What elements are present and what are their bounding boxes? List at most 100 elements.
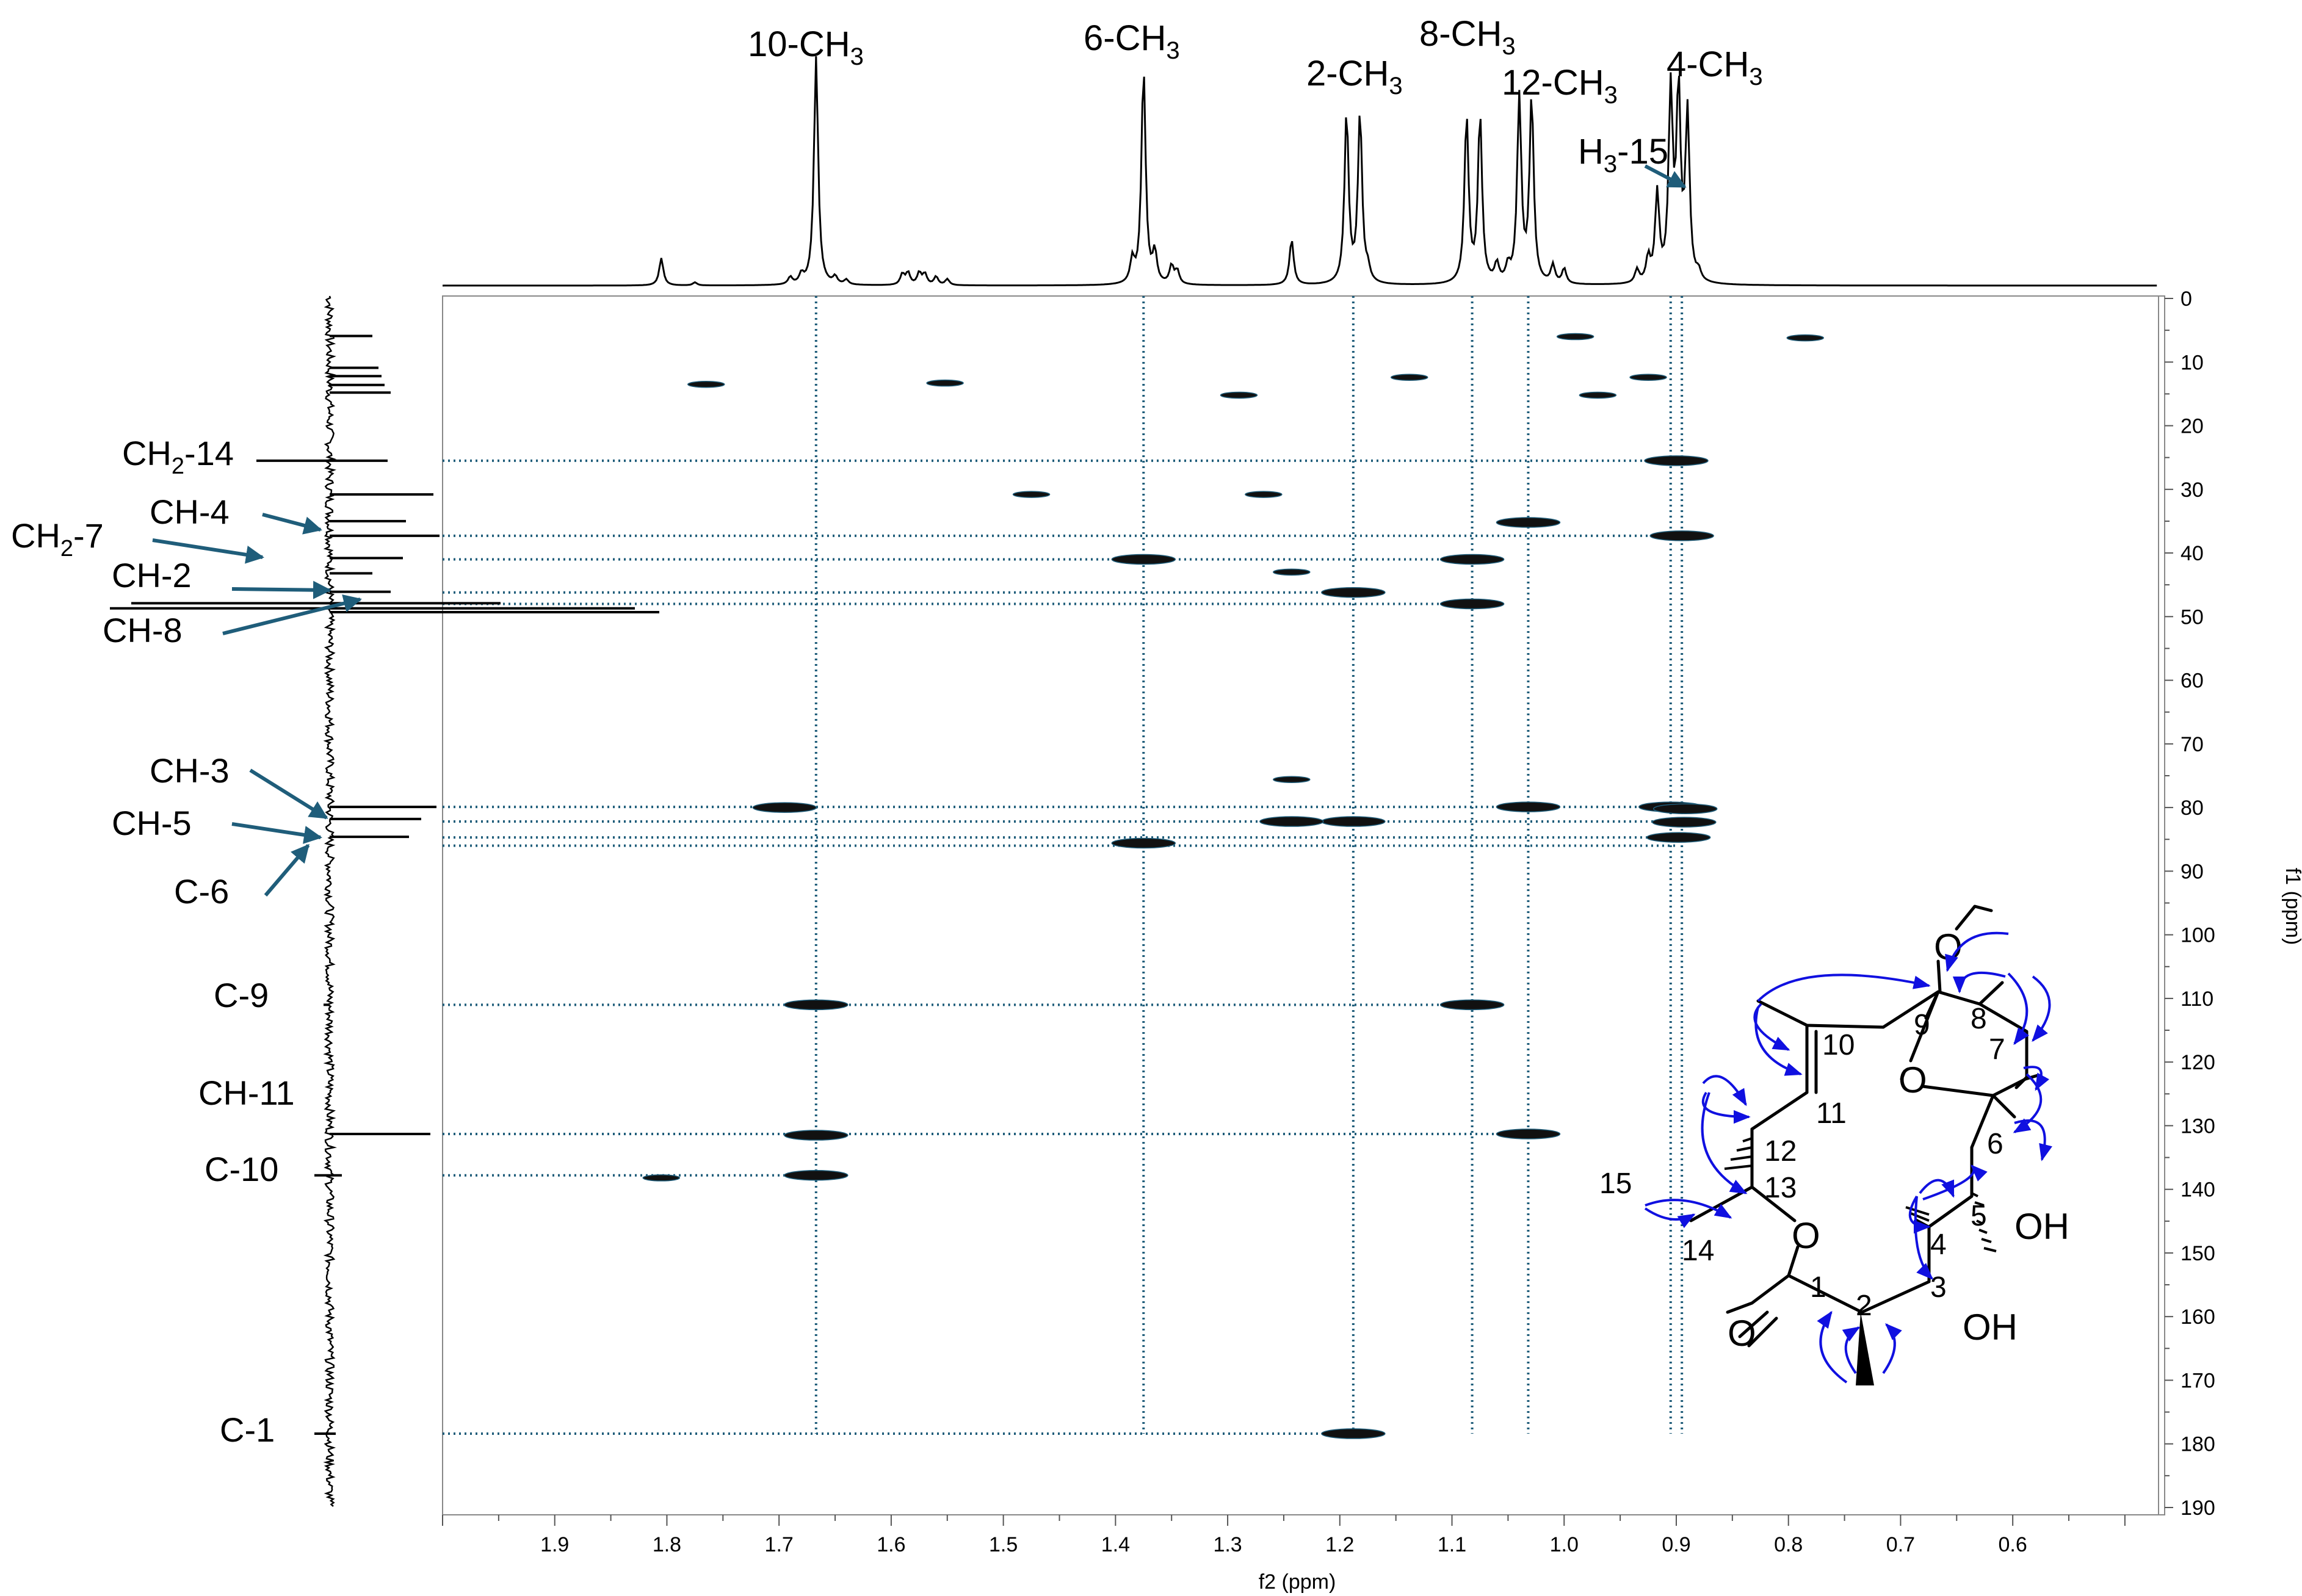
y-tick-label: 60	[2181, 670, 2204, 693]
cross-peak	[784, 1130, 849, 1141]
atom-number-5: 5	[1971, 1200, 1987, 1232]
atom-number-8: 8	[1971, 1003, 1987, 1035]
x-tick-label: 1.8	[653, 1533, 681, 1556]
cross-peak	[784, 999, 849, 1011]
carbon-projection-peaks	[110, 334, 659, 1435]
cross-peak	[687, 381, 725, 388]
y-tick-label: 150	[2181, 1242, 2215, 1265]
cross-peak	[1556, 333, 1594, 341]
cross-peak	[1321, 816, 1386, 827]
label-12-ch3: 12-CH3	[1502, 63, 1618, 109]
cross-peak	[1496, 517, 1561, 528]
y-tick-label: 130	[2181, 1114, 2215, 1138]
atom-number-9: 9	[1914, 1009, 1930, 1041]
label-ch-5: CH-5	[112, 804, 192, 842]
cross-peak	[1652, 803, 1718, 814]
cross-peak	[642, 1174, 681, 1182]
atom-3-oh: OH	[1963, 1307, 2018, 1348]
x-tick-label: 1.0	[1550, 1533, 1579, 1556]
cross-peak	[1579, 391, 1617, 399]
label-ch-2: CH-2	[112, 556, 192, 594]
atom-o-methoxy: O	[1934, 926, 1963, 967]
label-ch-8: CH-8	[103, 611, 183, 649]
label-ch-4: CH-4	[150, 493, 230, 531]
x-tick-label: 1.7	[765, 1533, 794, 1556]
x-tick-label: 0.7	[1886, 1533, 1915, 1556]
cross-peak	[752, 802, 817, 813]
x-tick-label: 1.2	[1325, 1533, 1354, 1556]
x-tick-label: 1.6	[877, 1533, 905, 1556]
cross-peaks	[642, 333, 1825, 1439]
label-2-ch3: 2-CH3	[1306, 54, 1403, 99]
label-8-ch3: 8-CH3	[1419, 14, 1516, 60]
cross-peak	[1321, 1428, 1386, 1439]
y-tick-label: 190	[2181, 1497, 2215, 1520]
cross-peak	[1644, 455, 1709, 466]
atom-o-carbonyl: O	[1728, 1313, 1756, 1354]
cross-peak	[1629, 374, 1667, 381]
y-tick-label: 90	[2181, 860, 2204, 883]
atom-number-12: 12	[1764, 1135, 1797, 1168]
x-tick-label: 1.1	[1438, 1533, 1466, 1556]
label-c-6: C-6	[174, 872, 229, 911]
cross-peak	[1273, 776, 1311, 783]
y-tick-label: 160	[2181, 1305, 2215, 1329]
carbon-peak-labels: CH2-14 CH-4 CH2-7 CH-2 CH-8 CH-3 CH-5 C-…	[11, 434, 295, 1449]
cross-peak	[926, 379, 964, 387]
label-6-ch3: 6-CH3	[1084, 18, 1180, 64]
cross-peak	[1439, 554, 1505, 565]
structure-labels: O O O O OH OH 1 2 3 4 5 6 7 8 9 10 11 12…	[1599, 926, 2069, 1354]
atom-5-oh: OH	[2014, 1206, 2069, 1247]
x-tick-label: 1.9	[540, 1533, 569, 1556]
cross-peak	[1012, 491, 1051, 498]
atom-number-15: 15	[1599, 1168, 1632, 1200]
cross-peak	[1245, 491, 1283, 498]
atom-number-3: 3	[1930, 1271, 1947, 1304]
arrow-ch-8	[222, 594, 362, 635]
atom-number-13: 13	[1764, 1172, 1797, 1204]
arrow-c-6	[264, 843, 310, 897]
y-tick-label: 70	[2181, 733, 2204, 756]
y-tick-label: 100	[2181, 924, 2215, 947]
atom-number-14: 14	[1682, 1235, 1714, 1267]
y-tick-label: 20	[2181, 415, 2204, 438]
cross-peak	[1646, 832, 1711, 843]
label-h3-15: H3-15	[1578, 132, 1668, 178]
cross-peak	[1439, 598, 1505, 610]
atom-number-4: 4	[1930, 1229, 1947, 1261]
cross-peak	[1652, 817, 1717, 828]
atom-number-6: 6	[1987, 1128, 2003, 1160]
right-axis-frame	[2158, 295, 2165, 1515]
y-tick-label: 0	[2181, 287, 2192, 311]
label-ch-11: CH-11	[198, 1074, 295, 1112]
x-tick-label: 1.3	[1213, 1533, 1242, 1556]
arrow-ch-3	[249, 768, 328, 820]
atom-o-bridge: O	[1898, 1060, 1927, 1100]
x-tick-label: 0.8	[1774, 1533, 1803, 1556]
atom-o-ester: O	[1792, 1215, 1820, 1256]
y-tick-label: 50	[2181, 605, 2204, 629]
cross-peak	[1111, 554, 1176, 565]
y-tick-label: 120	[2181, 1051, 2215, 1074]
label-c-9: C-9	[214, 976, 269, 1014]
y-axis-label: f1 (ppm)	[2281, 868, 2302, 945]
cross-peak	[1390, 374, 1428, 381]
y-tick-label: 180	[2181, 1433, 2215, 1456]
guide-lines	[443, 296, 1685, 1435]
cross-peak	[1786, 334, 1825, 342]
cross-peak	[1259, 816, 1324, 827]
atom-number-1: 1	[1810, 1271, 1826, 1304]
label-ch2-7: CH2-7	[11, 516, 104, 561]
label-ch2-14: CH2-14	[122, 434, 234, 479]
carbon-label-arrows	[152, 513, 362, 897]
y-tick-label: 80	[2181, 796, 2204, 820]
x-axis-label: f2 (ppm)	[1259, 1570, 1336, 1594]
h3-15-arrow	[1644, 164, 1687, 189]
cross-peak	[1273, 568, 1311, 576]
x-tick-label: 0.9	[1662, 1533, 1690, 1556]
c2-wedge-methyl	[1856, 1312, 1874, 1385]
x-tick-label: 1.4	[1101, 1533, 1130, 1556]
cross-peak	[784, 1169, 849, 1181]
y-tick-label: 140	[2181, 1179, 2215, 1202]
